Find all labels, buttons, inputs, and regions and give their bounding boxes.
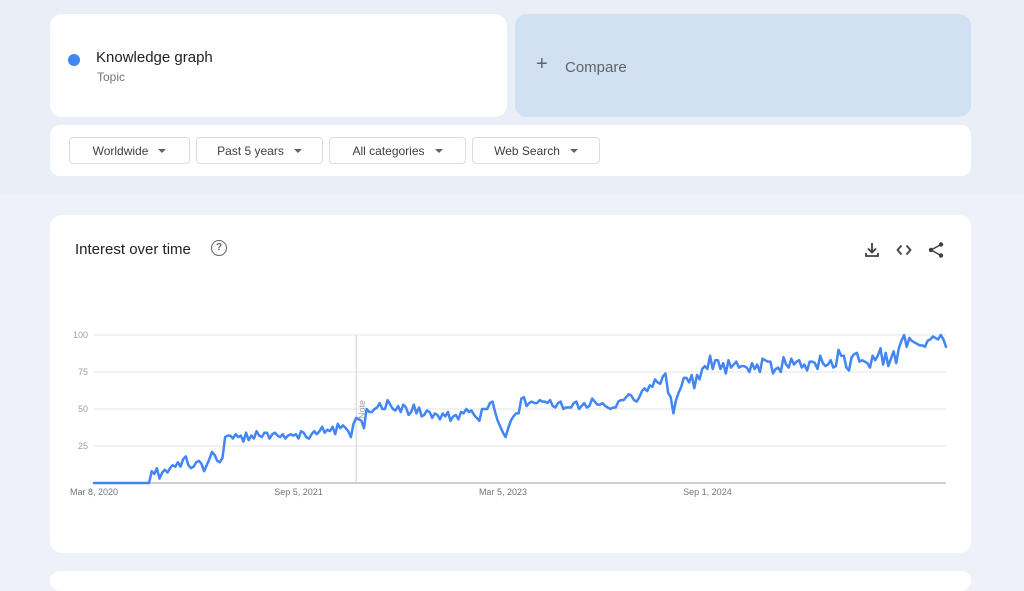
compare-label: Compare bbox=[565, 59, 627, 76]
x-tick-label: Sep 5, 2021 bbox=[274, 487, 323, 497]
term-type: Topic bbox=[97, 70, 126, 84]
caret-down-icon bbox=[158, 148, 167, 153]
compare-button[interactable]: + Compare bbox=[515, 14, 971, 117]
x-tick-label: Mar 8, 2020 bbox=[70, 487, 118, 497]
next-card bbox=[50, 571, 971, 591]
category-label: All categories bbox=[352, 143, 425, 158]
region-label: Worldwide bbox=[92, 143, 149, 158]
x-tick-label: Mar 5, 2023 bbox=[479, 487, 527, 497]
filters-bar: Worldwide Past 5 years All categories We… bbox=[50, 125, 971, 176]
term-name[interactable]: Knowledge graph bbox=[96, 49, 213, 66]
interest-line-chart: Note 25 50 75 100 Mar 8, 2020 Sep 5, 2021 Mar … bbox=[70, 330, 948, 497]
chart-title: Interest over time bbox=[75, 241, 191, 258]
search-term-card[interactable]: Knowledge graph Topic bbox=[50, 14, 507, 117]
y-tick-label: 75 bbox=[78, 367, 88, 377]
plus-icon: + bbox=[536, 53, 548, 75]
y-tick-label: 100 bbox=[73, 330, 88, 340]
y-tick-label: 50 bbox=[78, 404, 88, 414]
share-icon[interactable] bbox=[927, 241, 945, 259]
caret-down-icon bbox=[293, 148, 302, 153]
help-icon[interactable]: ? bbox=[211, 240, 227, 256]
download-icon[interactable] bbox=[863, 241, 881, 259]
caret-down-icon bbox=[569, 148, 578, 153]
search-type-dropdown[interactable]: Web Search bbox=[472, 137, 600, 164]
region-dropdown[interactable]: Worldwide bbox=[69, 137, 190, 164]
category-dropdown[interactable]: All categories bbox=[329, 137, 466, 164]
series-line bbox=[92, 333, 948, 485]
y-tick-label: 25 bbox=[78, 441, 88, 451]
time-range-dropdown[interactable]: Past 5 years bbox=[196, 137, 323, 164]
x-tick-label: Sep 1, 2024 bbox=[683, 487, 732, 497]
time-range-label: Past 5 years bbox=[217, 143, 284, 158]
caret-down-icon bbox=[434, 148, 443, 153]
note-marker-label: Note bbox=[357, 400, 367, 419]
search-type-label: Web Search bbox=[494, 143, 560, 158]
term-color-dot bbox=[68, 54, 80, 66]
embed-icon[interactable] bbox=[895, 241, 913, 259]
interest-over-time-card: Interest over time ? Note 25 50 75 100 Mar 8… bbox=[50, 215, 971, 553]
